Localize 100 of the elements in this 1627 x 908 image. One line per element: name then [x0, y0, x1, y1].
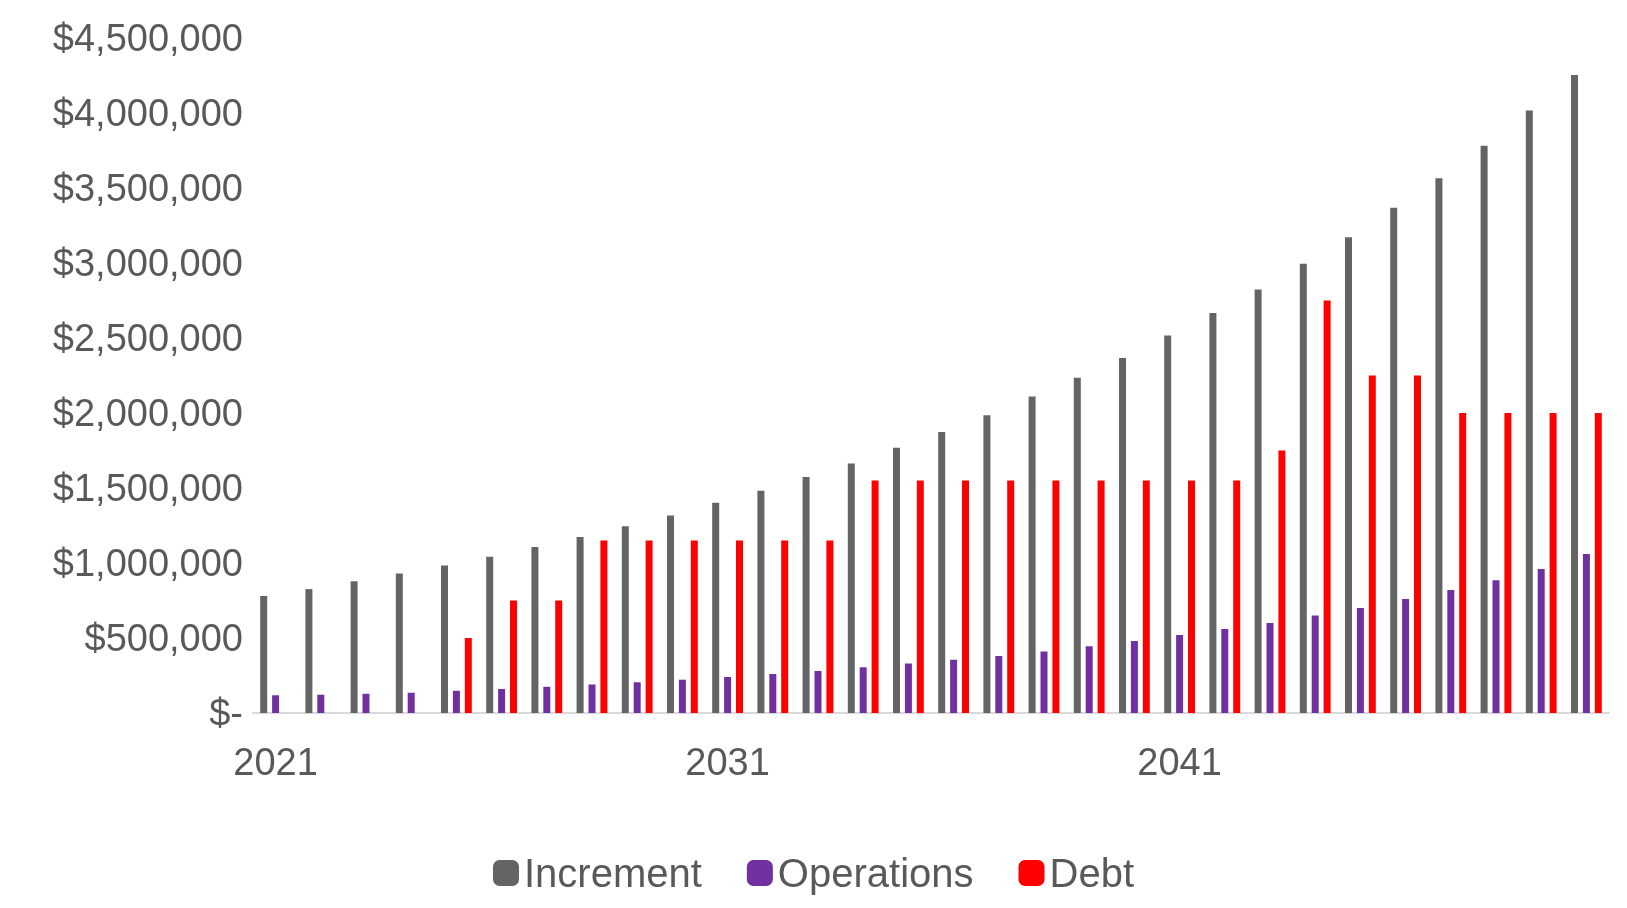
- bar: [814, 671, 822, 713]
- bar: [1266, 623, 1274, 713]
- bar: [724, 677, 732, 713]
- bar: [395, 573, 403, 713]
- bar: [1504, 413, 1512, 713]
- bar: [1368, 375, 1376, 713]
- bar: [1492, 580, 1500, 713]
- bar: [1447, 590, 1455, 713]
- bar: [1209, 312, 1217, 713]
- bar: [916, 480, 924, 713]
- y-tick-label: $3,500,000: [52, 167, 243, 209]
- bar: [1188, 480, 1195, 713]
- bar: [1356, 608, 1364, 713]
- bar: [600, 540, 608, 713]
- bar: [847, 463, 855, 713]
- bar: [1549, 413, 1557, 713]
- bar: [531, 546, 539, 713]
- bar: [1130, 641, 1138, 713]
- bar: [938, 431, 946, 713]
- bar: [1233, 480, 1241, 713]
- bar: [407, 692, 415, 713]
- bar: [1390, 207, 1398, 713]
- bar: [1594, 413, 1602, 713]
- bar: [1028, 396, 1036, 713]
- bar: [305, 589, 313, 713]
- bar: [555, 600, 563, 713]
- bar: [588, 684, 596, 713]
- bar: [802, 477, 810, 713]
- bar: [1142, 480, 1150, 713]
- legend-label: Debt: [1049, 851, 1135, 895]
- y-tick-label: $4,000,000: [52, 92, 243, 134]
- bar: [962, 480, 969, 713]
- bar: [452, 690, 460, 713]
- y-tick-label: $500,000: [84, 617, 243, 659]
- bar: [1402, 599, 1410, 713]
- bar: [712, 502, 720, 713]
- bar: [1164, 335, 1172, 713]
- bar: [1537, 569, 1545, 713]
- bar: [1007, 480, 1015, 713]
- y-tick-label: $1,000,000: [52, 542, 243, 584]
- bar: [498, 689, 506, 713]
- x-tick-label: 2031: [685, 741, 770, 783]
- bar: [510, 600, 517, 713]
- bar: [871, 480, 879, 713]
- y-tick-label: $2,500,000: [52, 317, 243, 359]
- bar: [667, 515, 674, 713]
- bar: [826, 540, 834, 713]
- bar: [1571, 75, 1578, 713]
- bar: [1052, 480, 1060, 713]
- bar: [1435, 178, 1443, 713]
- bar: [859, 667, 867, 713]
- bar: [983, 415, 991, 713]
- bar: [1278, 450, 1286, 713]
- y-tick-label: $1,500,000: [52, 467, 243, 509]
- bar: [350, 581, 358, 713]
- bar: [633, 682, 641, 713]
- bar: [1414, 375, 1421, 713]
- bar: [1311, 615, 1319, 713]
- bar: [441, 565, 448, 713]
- bar: [757, 490, 765, 713]
- x-tick-label: 2021: [233, 741, 318, 783]
- bar: [904, 663, 912, 713]
- bar: [1323, 300, 1331, 713]
- bar: [645, 540, 653, 713]
- bar: [893, 447, 900, 713]
- bar: [1040, 651, 1048, 713]
- x-tick-label: 2041: [1137, 741, 1222, 783]
- bar: [769, 674, 777, 713]
- bar: [260, 596, 268, 713]
- bar: [1582, 554, 1590, 713]
- bar: [621, 526, 629, 713]
- bar: [1254, 289, 1262, 713]
- bar: [362, 693, 370, 713]
- legend-label: Operations: [777, 851, 974, 895]
- bar: [272, 695, 280, 713]
- bar: [1299, 263, 1307, 713]
- bar: [543, 686, 551, 713]
- bar: [950, 659, 958, 713]
- y-tick-label: $2,000,000: [52, 392, 243, 434]
- bar: [1525, 110, 1533, 713]
- bar: [1085, 646, 1093, 713]
- bar: [690, 540, 698, 713]
- bar: [464, 638, 472, 713]
- bar: [995, 656, 1003, 713]
- y-tick-label: $-: [209, 692, 243, 734]
- bar: [317, 694, 325, 713]
- bar: [1345, 237, 1352, 713]
- bar: [1459, 413, 1467, 713]
- bar: [1119, 358, 1126, 713]
- legend-label: Increment: [524, 851, 702, 895]
- bar: [486, 556, 494, 713]
- bar: [1221, 629, 1229, 713]
- bar: [1176, 635, 1184, 713]
- bar: [1097, 480, 1105, 713]
- bar: [576, 537, 584, 713]
- bar: [1073, 377, 1081, 713]
- bar: [678, 679, 686, 713]
- bar: [781, 540, 789, 713]
- bar: [1480, 145, 1488, 713]
- y-tick-label: $4,500,000: [52, 17, 243, 59]
